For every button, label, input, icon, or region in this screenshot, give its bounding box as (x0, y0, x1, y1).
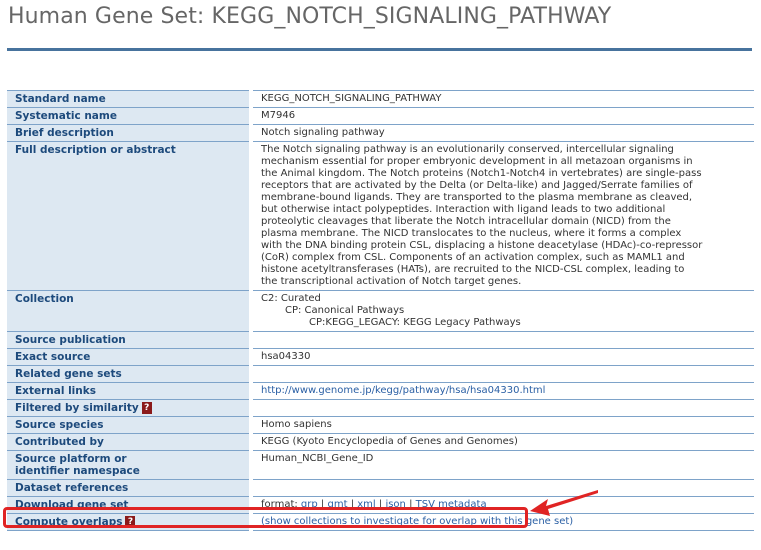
description-line: (CoR) complex from CSL. Components of an… (261, 252, 685, 263)
exact-source-value: hsa04330 (251, 348, 754, 366)
help-icon[interactable]: ? (125, 516, 136, 528)
table-row: Dataset references (7, 479, 754, 497)
external-links-value: http://www.genome.jp/kegg/pathway/hsa/hs… (251, 382, 754, 400)
source-platform-label: Source platform or identifier namespace (7, 450, 253, 480)
page-title: Human Gene Set: KEGG_NOTCH_SIGNALING_PAT… (8, 4, 612, 29)
description-line: mechanism essential for proper embryonic… (261, 156, 693, 167)
description-line: the Animal kingdom. The Notch proteins (… (261, 168, 702, 179)
collection-kegg: CP:KEGG_LEGACY: KEGG Legacy Pathways (309, 317, 521, 328)
collection-c2: C2: Curated (261, 293, 321, 304)
brief-description-value: Notch signaling pathway (251, 124, 754, 142)
description-line: the transcriptional activation of Notch … (261, 276, 522, 287)
kegg-external-link[interactable]: http://www.genome.jp/kegg/pathway/hsa/hs… (261, 385, 546, 396)
table-row: Exact source hsa04330 (7, 348, 754, 366)
download-highlight-box (3, 507, 528, 528)
download-json-link[interactable]: json (385, 499, 406, 510)
table-row: Systematic name M7946 (7, 107, 754, 125)
table-row: Brief description Notch signaling pathwa… (7, 124, 754, 142)
table-row: Contributed by KEGG (Kyoto Encyclopedia … (7, 433, 754, 451)
gene-set-details-table: Standard name KEGG_NOTCH_SIGNALING_PATHW… (7, 90, 754, 531)
description-line: with the DNA binding protein CSL, displa… (261, 240, 703, 251)
title-divider (7, 48, 752, 51)
table-row: Source publication (7, 331, 754, 349)
related-gene-sets-value (251, 365, 754, 383)
collection-cp: CP: Canonical Pathways (285, 305, 405, 316)
table-row: Related gene sets (7, 365, 754, 383)
dataset-references-label: Dataset references (7, 479, 253, 497)
table-row: Source platform or identifier namespace … (7, 450, 754, 480)
download-gmt-link[interactable]: gmt (327, 499, 348, 510)
annotation-arrow-icon (530, 490, 598, 516)
description-line: The Notch signaling pathway is an evolut… (261, 144, 674, 155)
source-platform-label-line1: Source platform or (15, 453, 127, 465)
collection-value: C2: Curated CP: Canonical Pathways CP:KE… (251, 290, 754, 332)
filtered-by-similarity-label: Filtered by similarity? (7, 399, 253, 417)
systematic-name-value: M7946 (251, 107, 754, 125)
table-row: Collection C2: Curated CP: Canonical Pat… (7, 290, 754, 332)
download-grp-link[interactable]: grp (300, 499, 318, 510)
description-line: histone acetyltransferases (HATs), are r… (261, 264, 685, 275)
download-xml-link[interactable]: xml (357, 499, 376, 510)
table-row: Full description or abstract The Notch s… (7, 141, 754, 291)
description-line: plasma membrane. The NICD translocates t… (261, 228, 682, 239)
related-gene-sets-label: Related gene sets (7, 365, 253, 383)
help-icon[interactable]: ? (141, 402, 152, 414)
description-line: receptors that are activated by the Delt… (261, 180, 693, 191)
collection-label: Collection (7, 290, 253, 332)
filtered-by-similarity-text: Filtered by similarity (15, 402, 139, 414)
table-row: Filtered by similarity? (7, 399, 754, 417)
filtered-by-similarity-value (251, 399, 754, 417)
source-species-label: Source species (7, 416, 253, 434)
source-publication-value (251, 331, 754, 349)
download-tsv-metadata-link[interactable]: TSV metadata (415, 499, 487, 510)
table-row: Source species Homo sapiens (7, 416, 754, 434)
format-separator: | (320, 499, 325, 510)
description-line: but otherwise intact polypeptides. Inter… (261, 204, 666, 215)
contributed-by-value: KEGG (Kyoto Encyclopedia of Genes and Ge… (251, 433, 754, 451)
source-platform-label-line2: identifier namespace (15, 465, 140, 477)
source-publication-label: Source publication (7, 331, 253, 349)
standard-name-label: Standard name (7, 90, 253, 108)
table-row: Standard name KEGG_NOTCH_SIGNALING_PATHW… (7, 90, 754, 108)
exact-source-label: Exact source (7, 348, 253, 366)
source-platform-value: Human_NCBI_Gene_ID (251, 450, 754, 480)
description-line: membrane-bound ligands. They are transpo… (261, 192, 693, 203)
dataset-references-value (251, 479, 754, 497)
format-separator: | (409, 499, 413, 510)
format-separator: | (378, 499, 383, 510)
full-description-label: Full description or abstract (7, 141, 253, 291)
table-row: External links http://www.genome.jp/kegg… (7, 382, 754, 400)
external-links-label: External links (7, 382, 253, 400)
full-description-value: The Notch signaling pathway is an evolut… (251, 141, 754, 291)
show-collections-link[interactable]: (show collections to investigate for ove… (261, 516, 574, 527)
contributed-by-label: Contributed by (7, 433, 253, 451)
brief-description-label: Brief description (7, 124, 253, 142)
source-species-value: Homo sapiens (251, 416, 754, 434)
format-separator: | (350, 499, 355, 510)
systematic-name-label: Systematic name (7, 107, 253, 125)
standard-name-value: KEGG_NOTCH_SIGNALING_PATHWAY (251, 90, 754, 108)
description-line: proteolytic cleavages that liberate the … (261, 216, 671, 227)
format-prefix: format: (261, 499, 298, 510)
